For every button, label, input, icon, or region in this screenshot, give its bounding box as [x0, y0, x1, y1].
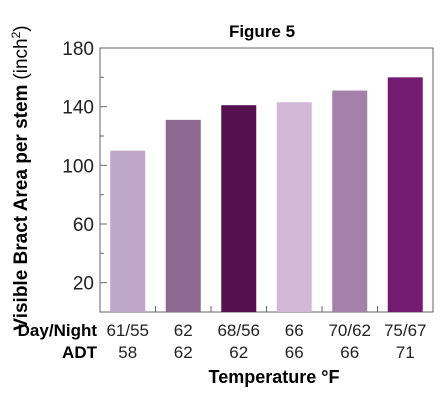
bar — [277, 102, 312, 312]
plot-frame — [100, 48, 433, 312]
adt-label: 71 — [396, 343, 415, 362]
chart-title: Figure 5 — [229, 22, 295, 41]
y-axis-label: Visible Bract Area per stem(inch2) — [9, 25, 32, 330]
adt-label: 62 — [174, 343, 193, 362]
day-night-label: 62 — [174, 321, 193, 340]
y-tick-label: 180 — [62, 39, 94, 60]
y-tick-label: 100 — [62, 156, 94, 177]
day-night-label: 66 — [285, 321, 304, 340]
y-tick-label: 140 — [62, 98, 94, 119]
day-night-label: 70/62 — [328, 321, 371, 340]
row-label-day-night: Day/Night — [18, 321, 98, 340]
day-night-label: 75/67 — [384, 321, 427, 340]
y-axis-label-main: Visible Bract Area per stem — [11, 85, 32, 331]
bar — [166, 120, 201, 312]
adt-label: 58 — [118, 343, 137, 362]
y-axis-label-unit: (inch — [11, 38, 32, 79]
adt-label: 66 — [340, 343, 359, 362]
bar — [332, 91, 367, 312]
adt-label: 66 — [285, 343, 304, 362]
bar — [388, 77, 423, 312]
y-axis-label-unit-close: ) — [11, 25, 32, 31]
bar — [110, 151, 145, 312]
category-rows: 61/55 58 62 62 68/56 62 66 66 70/62 66 75/67 71 — [106, 321, 426, 362]
day-night-label: 68/56 — [217, 321, 260, 340]
adt-label: 62 — [229, 343, 248, 362]
y-tick-label: 60 — [73, 215, 94, 236]
bar — [221, 105, 256, 312]
row-label-adt: ADT — [62, 343, 98, 362]
bars — [110, 77, 423, 312]
day-night-label: 61/55 — [106, 321, 149, 340]
y-tick-label: 20 — [73, 274, 94, 295]
x-axis-label: Temperature °F — [209, 367, 340, 387]
